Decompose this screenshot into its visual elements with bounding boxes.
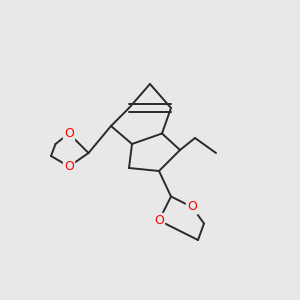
Text: O: O <box>187 200 197 214</box>
Text: O: O <box>64 160 74 173</box>
Text: O: O <box>64 127 74 140</box>
Text: O: O <box>154 214 164 227</box>
